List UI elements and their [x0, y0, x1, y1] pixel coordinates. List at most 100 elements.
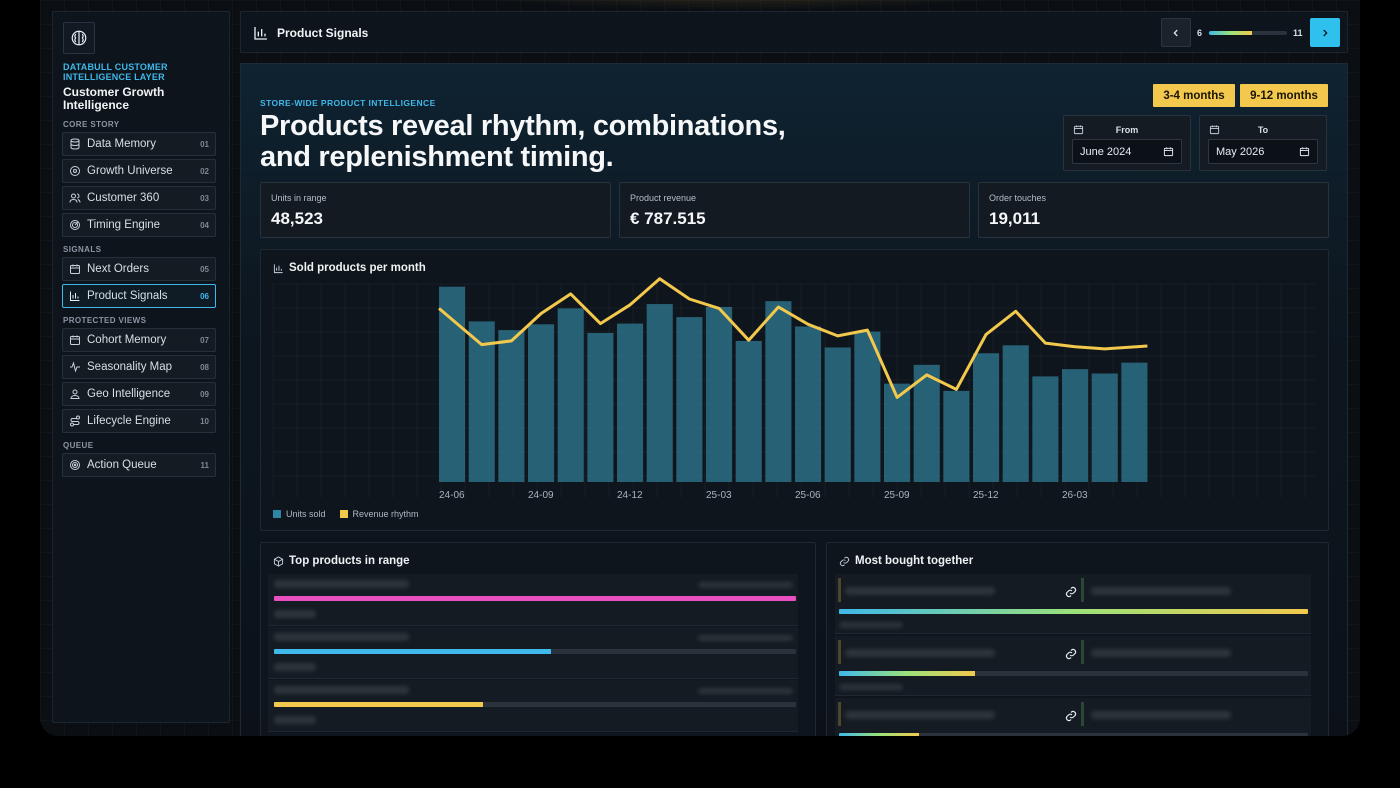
- sidebar-item-lifecycle-engine[interactable]: Lifecycle Engine 10: [62, 409, 216, 433]
- bar-units-sold-24-08[interactable]: [498, 330, 525, 482]
- calendar-picker-icon[interactable]: [1299, 146, 1310, 157]
- sidebar-item-label: Cohort Memory: [87, 334, 167, 346]
- protected-product-name: [274, 633, 409, 641]
- sidebar-item-number: 03: [200, 193, 209, 203]
- sidebar-item-action-queue[interactable]: Action Queue 11: [62, 453, 216, 477]
- users-icon: [69, 193, 81, 203]
- sidebar-item-customer-360[interactable]: Customer 360 03: [62, 186, 216, 210]
- bar-units-sold-25-05[interactable]: [765, 301, 792, 482]
- chevron-right-icon: [1323, 29, 1328, 36]
- pin-user-icon: [70, 389, 80, 399]
- sidebar-item-next-orders[interactable]: Next Orders 05: [62, 257, 216, 281]
- bought-together-row[interactable]: [835, 574, 1311, 634]
- sidebar-item-geo-intelligence[interactable]: Geo Intelligence 09: [62, 382, 216, 406]
- sidebar-item-product-signals[interactable]: Product Signals 06: [62, 284, 216, 308]
- bar-units-sold-24-07[interactable]: [468, 321, 495, 482]
- pager-progress-fill: [1209, 31, 1252, 35]
- range-button-3-4-months[interactable]: 3-4 months: [1153, 84, 1235, 107]
- bar-units-sold-25-09[interactable]: [884, 383, 911, 482]
- bought-together-row[interactable]: [835, 698, 1311, 736]
- previous-page-button[interactable]: [1161, 18, 1191, 47]
- bar-units-sold-24-06[interactable]: [439, 286, 466, 482]
- bar-units-sold-25-11[interactable]: [943, 390, 970, 482]
- kpi-order-touches: Order touches 19,011: [978, 182, 1329, 238]
- pair-marker: [838, 578, 841, 602]
- sidebar-item-number: 02: [200, 166, 209, 176]
- kpi-label: Order touches: [989, 193, 1047, 203]
- bar-units-sold-24-12[interactable]: [617, 323, 644, 482]
- calendar-icon: [70, 264, 80, 274]
- sidebar-item-label: Product Signals: [87, 290, 168, 302]
- target-icon: [70, 460, 80, 470]
- bar-units-sold-26-03[interactable]: [1062, 369, 1089, 482]
- x-tick-label: 25-09: [884, 490, 910, 501]
- section-queue: QUEUE: [63, 441, 94, 450]
- sidebar-item-cohort-memory[interactable]: Cohort Memory 07: [62, 328, 216, 352]
- box-icon: [273, 556, 284, 567]
- protected-product-meta: [698, 635, 793, 641]
- bought-together-row[interactable]: [835, 636, 1311, 696]
- bar-units-sold-26-04[interactable]: [1091, 373, 1118, 483]
- sidebar-item-label: Action Queue: [87, 459, 157, 471]
- pair-marker: [1081, 578, 1084, 602]
- sidebar-item-timing-engine[interactable]: Timing Engine 04: [62, 213, 216, 237]
- next-page-button[interactable]: [1310, 18, 1340, 47]
- protected-product-a: [845, 649, 995, 657]
- bar-units-sold-25-02[interactable]: [676, 317, 703, 482]
- legend-label: Units sold: [286, 509, 326, 519]
- section-eyebrow: STORE-WIDE PRODUCT INTELLIGENCE: [260, 98, 436, 108]
- bar-units-sold-25-06[interactable]: [795, 326, 822, 482]
- bar-units-sold-25-08[interactable]: [854, 331, 881, 482]
- x-tick-label: 25-12: [973, 490, 999, 501]
- bar-units-sold-26-02[interactable]: [1032, 376, 1059, 482]
- top-products-title: Top products in range: [289, 555, 410, 567]
- radar-icon: [70, 220, 80, 230]
- logo[interactable]: [63, 22, 95, 54]
- page-title: Product Signals: [277, 26, 369, 40]
- sidebar-item-label: Data Memory: [87, 138, 157, 150]
- pulse-icon: [70, 361, 80, 373]
- sidebar-item-growth-universe[interactable]: Growth Universe 02: [62, 159, 216, 183]
- product-share-bar: [274, 702, 796, 707]
- calendar-icon: [70, 335, 80, 345]
- protected-product-status: [274, 716, 316, 724]
- protected-product-name: [274, 580, 409, 588]
- line-revenue-rhythm[interactable]: [438, 277, 1148, 399]
- product-share-fill: [274, 596, 796, 601]
- top-product-row[interactable]: [268, 627, 798, 679]
- legend-label: Revenue rhythm: [352, 509, 419, 519]
- bar-units-sold-25-12[interactable]: [973, 353, 1000, 482]
- brain-icon: [71, 30, 87, 46]
- top-product-row[interactable]: [268, 680, 798, 732]
- sidebar-item-number: 10: [200, 416, 209, 426]
- sidebar-item-number: 07: [200, 335, 209, 345]
- sidebar-item-data-memory[interactable]: Data Memory 01: [62, 132, 216, 156]
- from-month-input[interactable]: June 2024: [1072, 139, 1182, 164]
- calendar-picker-icon[interactable]: [1163, 146, 1174, 157]
- section-signals: SIGNALS: [63, 245, 102, 254]
- sidebar-item-number: 09: [200, 389, 209, 399]
- bar-units-sold-24-11[interactable]: [587, 332, 614, 482]
- kpi-label: Product revenue: [630, 193, 697, 203]
- bar-units-sold-25-04[interactable]: [735, 340, 762, 482]
- bar-units-sold-24-09[interactable]: [528, 324, 555, 482]
- bar-units-sold-25-03[interactable]: [706, 306, 733, 482]
- x-tick-label: 25-06: [795, 490, 821, 501]
- bar-units-sold-26-05[interactable]: [1121, 362, 1148, 482]
- x-tick-label: 24-09: [528, 490, 554, 501]
- sidebar-item-label: Growth Universe: [87, 165, 173, 177]
- bar-units-sold-24-10[interactable]: [557, 308, 584, 482]
- bar-units-sold-25-01[interactable]: [646, 304, 673, 482]
- bar-units-sold-25-07[interactable]: [824, 347, 851, 482]
- range-button-9-12-months[interactable]: 9-12 months: [1240, 84, 1328, 107]
- legend-swatch: [273, 510, 281, 518]
- top-product-row[interactable]: [268, 574, 798, 626]
- to-month-input[interactable]: May 2026: [1208, 139, 1318, 164]
- bar-units-sold-25-10[interactable]: [913, 364, 940, 482]
- sidebar-item-seasonality-map[interactable]: Seasonality Map 08: [62, 355, 216, 379]
- main-panel: STORE-WIDE PRODUCT INTELLIGENCE Products…: [240, 63, 1348, 736]
- x-tick-label: 24-12: [617, 490, 643, 501]
- legend-swatch: [339, 510, 348, 518]
- sidebar-item-number: 06: [200, 291, 209, 301]
- bar-units-sold-26-01[interactable]: [1002, 345, 1029, 482]
